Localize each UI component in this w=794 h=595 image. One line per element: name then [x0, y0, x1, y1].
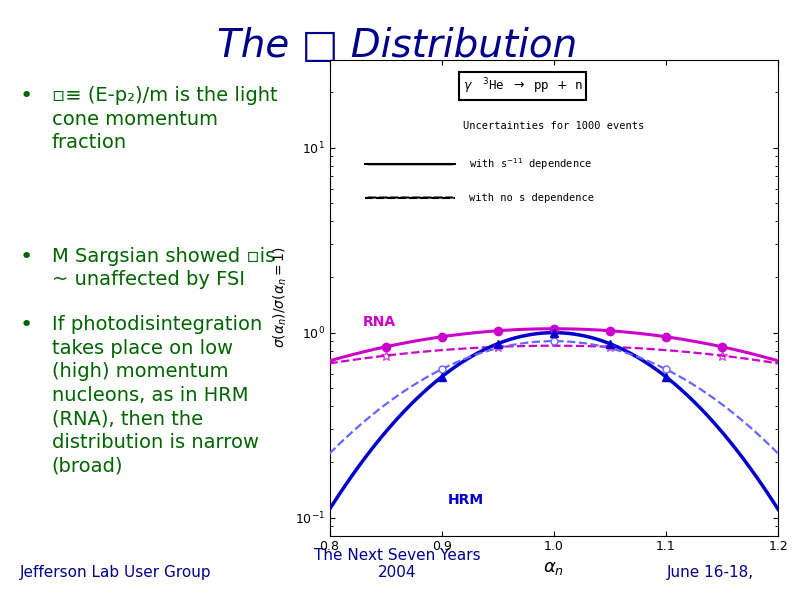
- Text: with no s dependence: with no s dependence: [468, 193, 594, 202]
- Text: ▫≡ (E-p₂)/m is the light
cone momentum
fraction: ▫≡ (E-p₂)/m is the light cone momentum f…: [52, 86, 277, 152]
- Text: $\gamma$ $\ ^3$He $\rightarrow$ pp $+$ n: $\gamma$ $\ ^3$He $\rightarrow$ pp $+$ n: [463, 76, 582, 96]
- Text: •: •: [20, 86, 33, 107]
- Text: Uncertainties for 1000 events: Uncertainties for 1000 events: [463, 121, 645, 131]
- Text: HRM: HRM: [447, 493, 484, 508]
- Text: M Sargsian showed ▫is
~ unaffected by FSI: M Sargsian showed ▫is ~ unaffected by FS…: [52, 247, 275, 289]
- Text: The □ Distribution: The □ Distribution: [217, 27, 577, 65]
- Text: If photodisintegration
takes place on low
(high) momentum
nucleons, as in HRM
(R: If photodisintegration takes place on lo…: [52, 315, 262, 475]
- Y-axis label: $\sigma(\alpha_n)/\sigma(\alpha_n=1)$: $\sigma(\alpha_n)/\sigma(\alpha_n=1)$: [272, 246, 289, 349]
- Text: •: •: [20, 315, 33, 336]
- Text: June 16-18,: June 16-18,: [667, 565, 754, 580]
- Text: The Next Seven Years
2004: The Next Seven Years 2004: [314, 548, 480, 580]
- X-axis label: $\alpha_n$: $\alpha_n$: [543, 559, 565, 577]
- Text: •: •: [20, 247, 33, 267]
- Text: with s$^{-11}$ dependence: with s$^{-11}$ dependence: [468, 156, 592, 172]
- Text: RNA: RNA: [363, 315, 396, 328]
- Text: Jefferson Lab User Group: Jefferson Lab User Group: [20, 565, 211, 580]
